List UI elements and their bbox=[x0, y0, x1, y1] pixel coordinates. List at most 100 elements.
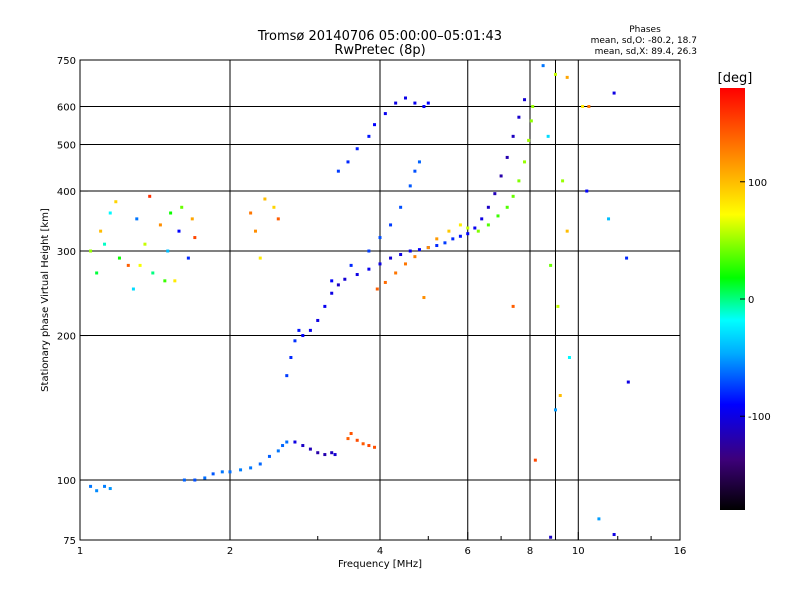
y-tick-label: 75 bbox=[63, 536, 76, 547]
data-point bbox=[451, 237, 455, 241]
data-point bbox=[355, 147, 359, 151]
data-point bbox=[166, 249, 170, 253]
data-point bbox=[466, 226, 470, 230]
data-point bbox=[394, 271, 398, 275]
data-point bbox=[182, 478, 186, 482]
x-tick-label: 10 bbox=[572, 546, 585, 557]
data-point bbox=[585, 189, 589, 193]
data-point bbox=[211, 472, 215, 476]
data-point bbox=[546, 134, 550, 138]
phase-stats-x: mean, sd,X: 89.4, 26.3 bbox=[595, 47, 697, 57]
data-point bbox=[349, 263, 353, 267]
data-point bbox=[511, 304, 515, 308]
data-point bbox=[458, 223, 462, 227]
x-tick-label: 6 bbox=[465, 546, 471, 557]
data-point bbox=[612, 91, 616, 95]
data-point bbox=[301, 334, 305, 338]
data-point bbox=[193, 236, 197, 240]
data-point bbox=[378, 236, 382, 240]
data-point bbox=[549, 535, 553, 539]
data-point bbox=[323, 453, 327, 457]
data-point bbox=[496, 214, 500, 218]
data-point bbox=[180, 205, 184, 209]
data-point bbox=[394, 101, 398, 105]
data-point bbox=[285, 440, 289, 444]
y-tick-label: 200 bbox=[57, 332, 76, 343]
data-point bbox=[103, 242, 107, 246]
data-point bbox=[228, 470, 232, 474]
data-point bbox=[349, 432, 353, 436]
colorbar-ticks: 100 0 -100 bbox=[740, 178, 771, 423]
data-point bbox=[403, 96, 407, 100]
data-point bbox=[581, 105, 585, 109]
data-point bbox=[523, 98, 527, 102]
data-point bbox=[367, 134, 371, 138]
data-point bbox=[117, 256, 121, 260]
data-point bbox=[297, 328, 301, 332]
axis-ticks: 1 2 4 6 8 10 16 75 100 200 300 400 500 600 750 bbox=[57, 56, 686, 557]
colorbar-label: [deg] bbox=[718, 71, 753, 86]
y-axis-label: Stationary phase Virtual Height [km] bbox=[40, 208, 51, 392]
data-point bbox=[426, 101, 430, 105]
data-point bbox=[511, 134, 515, 138]
data-point bbox=[333, 453, 337, 457]
grid-lines bbox=[80, 60, 680, 540]
data-point bbox=[476, 229, 480, 233]
data-point bbox=[131, 287, 135, 291]
data-point bbox=[249, 466, 253, 470]
data-point bbox=[138, 263, 142, 267]
data-point bbox=[556, 304, 560, 308]
data-point bbox=[355, 273, 359, 277]
data-point bbox=[148, 194, 152, 198]
data-point bbox=[527, 138, 531, 142]
data-point bbox=[126, 263, 130, 267]
data-point bbox=[330, 291, 334, 295]
colorbar-tick-label: 0 bbox=[748, 295, 754, 306]
data-point bbox=[367, 249, 371, 253]
y-tick-label: 300 bbox=[57, 247, 76, 258]
data-point bbox=[417, 160, 421, 164]
colorbar-tick-label: -100 bbox=[748, 412, 771, 423]
data-point bbox=[346, 160, 350, 164]
data-point bbox=[308, 447, 312, 451]
data-point bbox=[486, 205, 490, 209]
data-point bbox=[413, 101, 417, 105]
data-point bbox=[422, 296, 426, 300]
chart-title: Tromsø 20140706 05:00:00–05:01:43 bbox=[257, 29, 502, 44]
data-point bbox=[293, 440, 297, 444]
data-point bbox=[625, 256, 629, 260]
data-point bbox=[267, 454, 271, 458]
data-points bbox=[89, 64, 630, 539]
data-point bbox=[336, 283, 340, 287]
data-point bbox=[561, 179, 565, 183]
y-tick-label: 100 bbox=[57, 476, 76, 487]
data-point bbox=[403, 262, 407, 266]
data-point bbox=[399, 253, 403, 257]
data-point bbox=[285, 374, 289, 378]
data-point bbox=[553, 408, 557, 412]
data-point bbox=[293, 339, 297, 343]
x-tick-label: 4 bbox=[377, 546, 383, 557]
data-point bbox=[193, 478, 197, 482]
data-point bbox=[517, 115, 521, 119]
data-point bbox=[367, 267, 371, 271]
data-point bbox=[389, 223, 393, 227]
data-point bbox=[343, 277, 347, 281]
data-point bbox=[553, 72, 557, 76]
data-point bbox=[276, 217, 280, 221]
data-point bbox=[458, 234, 462, 238]
data-point bbox=[426, 246, 430, 250]
data-point bbox=[249, 211, 253, 215]
data-point bbox=[367, 444, 371, 448]
data-point bbox=[361, 442, 365, 446]
x-tick-label: 1 bbox=[77, 546, 83, 557]
data-point bbox=[336, 169, 340, 173]
data-point bbox=[355, 438, 359, 442]
data-point bbox=[95, 489, 99, 493]
data-point bbox=[435, 237, 439, 241]
data-point bbox=[499, 174, 503, 178]
data-point bbox=[330, 451, 334, 455]
data-point bbox=[505, 205, 509, 209]
data-point bbox=[422, 105, 426, 109]
data-point bbox=[239, 468, 243, 472]
